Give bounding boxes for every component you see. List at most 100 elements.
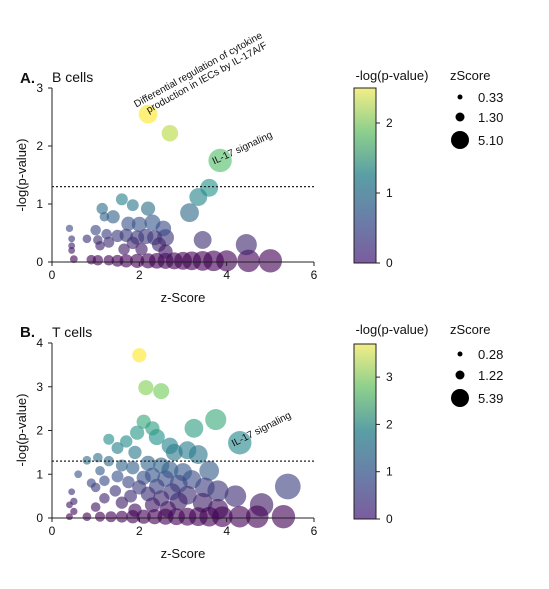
x-tick-label: 2 — [136, 524, 143, 538]
data-point — [90, 502, 101, 512]
data-point — [132, 480, 147, 495]
data-point — [96, 202, 108, 215]
colorbar-tick-label: 3 — [386, 370, 393, 384]
size-legend-marker — [455, 112, 465, 122]
x-tick-label: 0 — [49, 268, 56, 282]
x-tick-label: 6 — [311, 524, 318, 538]
data-point — [140, 455, 156, 471]
x-tick-label: 0 — [49, 524, 56, 538]
data-point — [124, 489, 138, 503]
data-point — [193, 231, 212, 249]
data-point — [69, 255, 78, 263]
plot-area: 0 2 4 6 0 1 2 3 4 IL-17 signaling — [36, 336, 317, 538]
data-point — [126, 199, 139, 212]
x-axis-label: z-Score — [161, 546, 206, 561]
data-point — [82, 234, 92, 244]
data-point — [90, 224, 101, 236]
data-point — [115, 193, 128, 206]
size-legend-value: 0.33 — [478, 90, 503, 105]
y-tick-label: 3 — [36, 380, 43, 394]
y-tick-label: 3 — [36, 81, 43, 95]
size-legend-value: 5.39 — [478, 391, 503, 406]
y-tick-label: 4 — [36, 336, 43, 350]
size-legend-marker — [451, 131, 469, 149]
data-points — [66, 348, 301, 529]
size-legend-marker — [457, 351, 463, 357]
data-point — [161, 437, 179, 455]
y-tick-label: 0 — [36, 255, 43, 269]
data-point — [126, 461, 140, 475]
data-point — [111, 442, 124, 454]
data-point — [103, 236, 115, 248]
data-point — [103, 433, 115, 445]
data-point — [105, 511, 117, 523]
plot-area: 0 2 4 6 0 1 2 3 Differential regulation of cyto… — [36, 30, 317, 282]
data-point — [120, 435, 133, 448]
size-legend-label: zScore — [450, 322, 490, 337]
data-point — [109, 485, 122, 497]
colorbar-tick-label: 0 — [386, 256, 393, 270]
data-point — [95, 511, 106, 522]
data-point — [130, 425, 145, 440]
colorbar-gradient — [353, 87, 377, 264]
size-legend: zScore 0.28 1.22 5.39 — [450, 322, 503, 407]
data-point — [237, 249, 260, 273]
data-point — [115, 510, 128, 523]
y-tick-label: 0 — [36, 511, 43, 525]
colorbar-tick-label: 1 — [386, 186, 393, 200]
colorbar-ticks: 0 1 2 — [376, 116, 393, 270]
data-point — [147, 509, 163, 525]
data-point — [95, 240, 105, 251]
data-point — [86, 478, 96, 488]
chart-title: B cells — [52, 69, 93, 85]
data-point — [68, 246, 76, 254]
data-point — [111, 254, 124, 267]
y-axis-label: -log(p-value) — [14, 139, 29, 212]
annotations: IL-17 signaling — [230, 410, 293, 449]
size-legend-entries: 0.33 1.30 5.10 — [451, 90, 503, 149]
data-point — [274, 473, 301, 500]
data-point — [145, 421, 160, 436]
colorbar-gradient — [353, 343, 377, 520]
data-point — [118, 243, 130, 255]
data-point — [99, 493, 110, 504]
data-point — [271, 504, 296, 529]
colorbar: -log(p-value) 0 1 2 — [353, 68, 429, 270]
colorbar-label: -log(p-value) — [356, 68, 429, 83]
data-point — [111, 470, 124, 483]
y-tick-label: 1 — [36, 467, 43, 481]
data-point — [138, 104, 158, 124]
data-point — [224, 485, 247, 507]
data-point — [74, 470, 83, 479]
y-tick-label: 2 — [36, 424, 43, 438]
data-point — [153, 383, 170, 400]
point-annotation: IL-17 signaling — [230, 410, 293, 449]
x-tick-label: 4 — [223, 268, 230, 282]
data-point — [82, 512, 92, 522]
panel-label: B. — [20, 324, 35, 341]
x-tick-label: 6 — [311, 268, 318, 282]
y-tick-label: 2 — [36, 139, 43, 153]
data-point — [68, 235, 76, 243]
data-point — [228, 505, 251, 528]
data-point — [184, 418, 204, 438]
size-legend: zScore 0.33 1.30 5.10 — [450, 68, 503, 149]
y-axis-label: -log(p-value) — [14, 394, 29, 467]
x-tick-label: 2 — [136, 268, 143, 282]
size-legend-label: zScore — [450, 68, 490, 83]
chart-title: T cells — [52, 324, 92, 340]
size-legend-marker — [451, 389, 469, 407]
data-point — [68, 488, 76, 496]
data-point — [93, 452, 103, 463]
data-point — [103, 255, 115, 266]
data-point — [126, 510, 140, 524]
size-legend-marker — [455, 370, 465, 380]
data-point — [126, 236, 139, 250]
data-point — [82, 455, 92, 465]
size-legend-marker — [457, 94, 463, 100]
size-legend-value: 5.10 — [478, 133, 503, 148]
data-point — [66, 513, 73, 521]
data-point — [119, 254, 133, 268]
data-point — [99, 475, 110, 487]
data-point — [132, 348, 147, 363]
